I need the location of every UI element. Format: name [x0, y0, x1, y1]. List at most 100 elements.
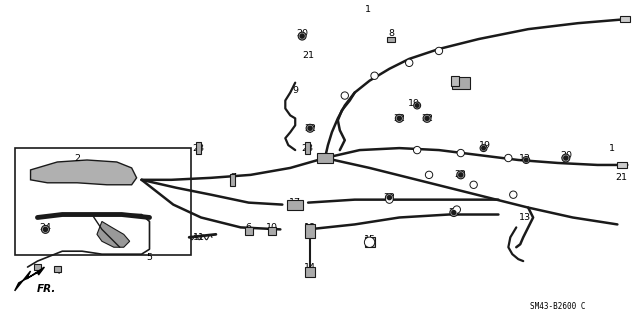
Circle shape — [471, 182, 476, 187]
Text: 20: 20 — [560, 151, 572, 160]
Circle shape — [506, 156, 511, 160]
Circle shape — [426, 171, 433, 178]
Text: 23: 23 — [192, 144, 204, 152]
Circle shape — [387, 197, 392, 202]
Bar — [196, 142, 200, 154]
Circle shape — [480, 145, 487, 152]
Circle shape — [42, 226, 49, 234]
Circle shape — [396, 115, 403, 122]
Bar — [451, 76, 459, 85]
Circle shape — [44, 227, 47, 231]
Bar — [54, 266, 61, 272]
Circle shape — [511, 192, 516, 197]
Text: 5: 5 — [147, 253, 152, 262]
Circle shape — [505, 154, 512, 161]
Circle shape — [458, 151, 463, 156]
Polygon shape — [15, 267, 44, 291]
Text: 3: 3 — [35, 266, 40, 276]
Circle shape — [308, 126, 312, 130]
Bar — [305, 225, 315, 238]
Circle shape — [413, 147, 420, 153]
Polygon shape — [97, 221, 130, 247]
Circle shape — [470, 181, 477, 188]
Circle shape — [436, 48, 442, 53]
Text: 6: 6 — [246, 223, 252, 232]
Circle shape — [510, 191, 516, 198]
Text: 1: 1 — [365, 5, 371, 14]
Circle shape — [454, 207, 460, 212]
Circle shape — [413, 102, 420, 109]
Text: 12: 12 — [519, 153, 531, 162]
Circle shape — [435, 48, 442, 55]
Text: 11: 11 — [193, 233, 205, 242]
Circle shape — [453, 206, 460, 213]
Bar — [287, 200, 303, 210]
Circle shape — [298, 32, 306, 40]
Bar — [452, 77, 470, 89]
Text: 10: 10 — [266, 223, 278, 232]
Circle shape — [415, 104, 419, 107]
Bar — [365, 237, 374, 247]
Circle shape — [365, 238, 374, 246]
Circle shape — [372, 73, 377, 78]
Text: 22: 22 — [304, 124, 316, 133]
Text: 21: 21 — [302, 51, 314, 60]
Text: FR.: FR. — [36, 284, 56, 294]
Circle shape — [425, 116, 429, 120]
Circle shape — [523, 157, 530, 163]
Circle shape — [306, 124, 314, 132]
Circle shape — [564, 156, 568, 160]
Bar — [618, 162, 627, 168]
Circle shape — [457, 171, 465, 179]
Bar — [387, 37, 396, 41]
Bar — [268, 227, 276, 235]
Circle shape — [387, 196, 392, 200]
Circle shape — [341, 92, 348, 99]
Text: 22: 22 — [421, 114, 433, 123]
Bar — [305, 142, 310, 154]
Text: 2: 2 — [74, 153, 80, 162]
Text: 23: 23 — [301, 144, 313, 152]
Text: 19: 19 — [479, 141, 490, 150]
Text: 22: 22 — [448, 208, 460, 217]
Bar — [244, 227, 253, 235]
Circle shape — [397, 116, 401, 120]
Bar — [230, 174, 236, 186]
Circle shape — [300, 34, 304, 38]
Circle shape — [450, 209, 458, 217]
Text: 20: 20 — [296, 29, 308, 38]
Circle shape — [415, 148, 420, 152]
Circle shape — [482, 146, 485, 150]
Bar — [620, 16, 630, 22]
Bar — [305, 267, 315, 277]
Circle shape — [524, 158, 528, 162]
Text: 24: 24 — [40, 223, 51, 232]
Text: 16: 16 — [452, 78, 465, 87]
Circle shape — [423, 115, 431, 122]
Text: 1: 1 — [609, 144, 614, 152]
Polygon shape — [31, 160, 136, 185]
Text: 22: 22 — [394, 114, 405, 123]
Circle shape — [458, 150, 464, 157]
Bar — [317, 153, 333, 163]
Circle shape — [407, 60, 412, 65]
Text: 19: 19 — [408, 99, 420, 108]
Text: 22: 22 — [383, 193, 396, 202]
Text: 14: 14 — [304, 263, 316, 271]
Text: 7: 7 — [230, 173, 236, 182]
Bar — [34, 264, 41, 270]
Text: 22: 22 — [455, 170, 467, 179]
Circle shape — [406, 59, 413, 66]
Text: SM43-B2600 C: SM43-B2600 C — [530, 302, 586, 311]
Text: 21: 21 — [615, 173, 627, 182]
Text: 15: 15 — [364, 235, 376, 244]
Circle shape — [562, 154, 570, 162]
Circle shape — [385, 194, 394, 202]
Text: 9: 9 — [292, 86, 298, 95]
Text: 8: 8 — [388, 29, 394, 38]
Circle shape — [459, 173, 463, 177]
Circle shape — [342, 93, 348, 98]
Circle shape — [386, 196, 393, 203]
Circle shape — [365, 237, 374, 247]
Text: 4: 4 — [54, 266, 60, 276]
